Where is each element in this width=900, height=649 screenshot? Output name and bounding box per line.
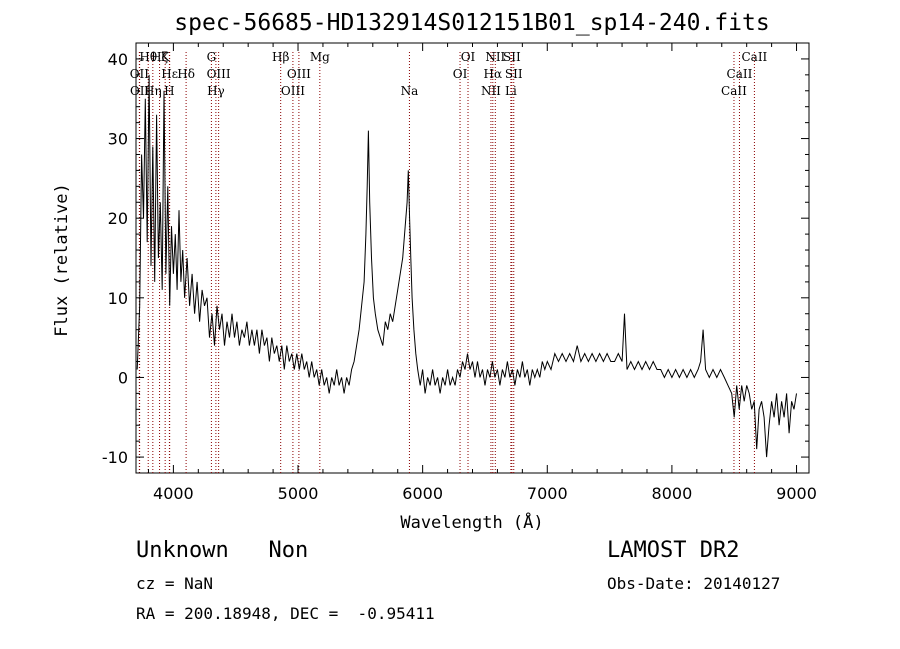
x-tick-label: 6000	[402, 484, 443, 503]
plot-frame	[135, 42, 810, 474]
spectral-line-label: Hγ	[207, 84, 225, 98]
subclass-label: Non	[268, 538, 309, 563]
coordinates-label: RA = 200.18948, DEC = -0.95411	[136, 604, 435, 623]
spectral-line-label: Hζ	[151, 50, 168, 64]
x-axis-ticks: 4000 5000 6000 7000 8000 9000	[147, 43, 817, 503]
spectrum-line	[136, 74, 797, 458]
chart-title: spec-56685-HD132914S012151B01_sp14-240.f…	[174, 10, 770, 36]
y-axis-ticks: -10 0 10 20 30 40	[102, 42, 809, 474]
spectral-line-label: NII	[485, 50, 505, 64]
spectral-line-label: OIII	[287, 67, 311, 81]
spectral-line-label: CaII	[741, 50, 767, 64]
y-tick-label: 0	[118, 368, 128, 387]
spectral-line-labels: OIIOIIHθHηHζHεHKHδGOIIIHγHβOIIIOIIIMgNaO…	[130, 50, 768, 98]
x-tick-label: 4000	[153, 484, 194, 503]
spectral-line-label: CaII	[727, 67, 753, 81]
redshift-label: cz = NaN	[136, 574, 214, 593]
spectral-line-label: SII	[505, 67, 523, 81]
spectral-line-label: OIII	[281, 84, 305, 98]
spectral-line-label: Na	[401, 84, 419, 98]
x-tick-label: 5000	[278, 484, 319, 503]
spectral-line-label: Hδ	[177, 67, 195, 81]
spectral-line-label: OI	[453, 67, 468, 81]
y-tick-label: 40	[108, 50, 128, 69]
x-tick-label: 7000	[527, 484, 568, 503]
spectral-line-label: NII	[481, 84, 501, 98]
spectral-line-label: SII	[503, 50, 521, 64]
spectral-line-label: OI	[461, 50, 476, 64]
spectral-line-label: Mg	[310, 50, 330, 64]
spectral-line-label: CaII	[721, 84, 747, 98]
x-axis-label: Wavelength (Å)	[400, 511, 543, 533]
spectral-line-label: Hε	[161, 67, 178, 81]
spectral-line-label: H	[164, 84, 174, 98]
spectral-line-label: G	[207, 50, 217, 64]
survey-label: LAMOST DR2	[607, 538, 740, 563]
spectral-line-label: Hβ	[272, 50, 289, 64]
class-label: Unknown	[136, 538, 229, 563]
spectral-line-label: Li	[505, 84, 517, 98]
x-tick-label: 8000	[652, 484, 693, 503]
x-tick-label: 9000	[776, 484, 817, 503]
spectral-line-label: Hα	[484, 67, 503, 81]
y-tick-label: -10	[102, 448, 128, 467]
spectral-line-label: K	[161, 50, 171, 64]
spectral-line-label: Hθ	[139, 50, 157, 64]
y-tick-label: 30	[108, 130, 128, 149]
y-tick-label: 10	[108, 289, 128, 308]
y-axis-label: Flux (relative)	[52, 183, 72, 337]
spectral-line-label: OII	[130, 67, 150, 81]
spectral-line-label: OIII	[207, 67, 231, 81]
y-tick-label: 20	[108, 209, 128, 228]
class-info: Unknown Non	[136, 538, 308, 563]
spectral-line-label: Hη	[144, 84, 162, 98]
spectral-line-markers	[138, 52, 755, 473]
obs-date-label: Obs-Date: 20140127	[607, 574, 781, 593]
